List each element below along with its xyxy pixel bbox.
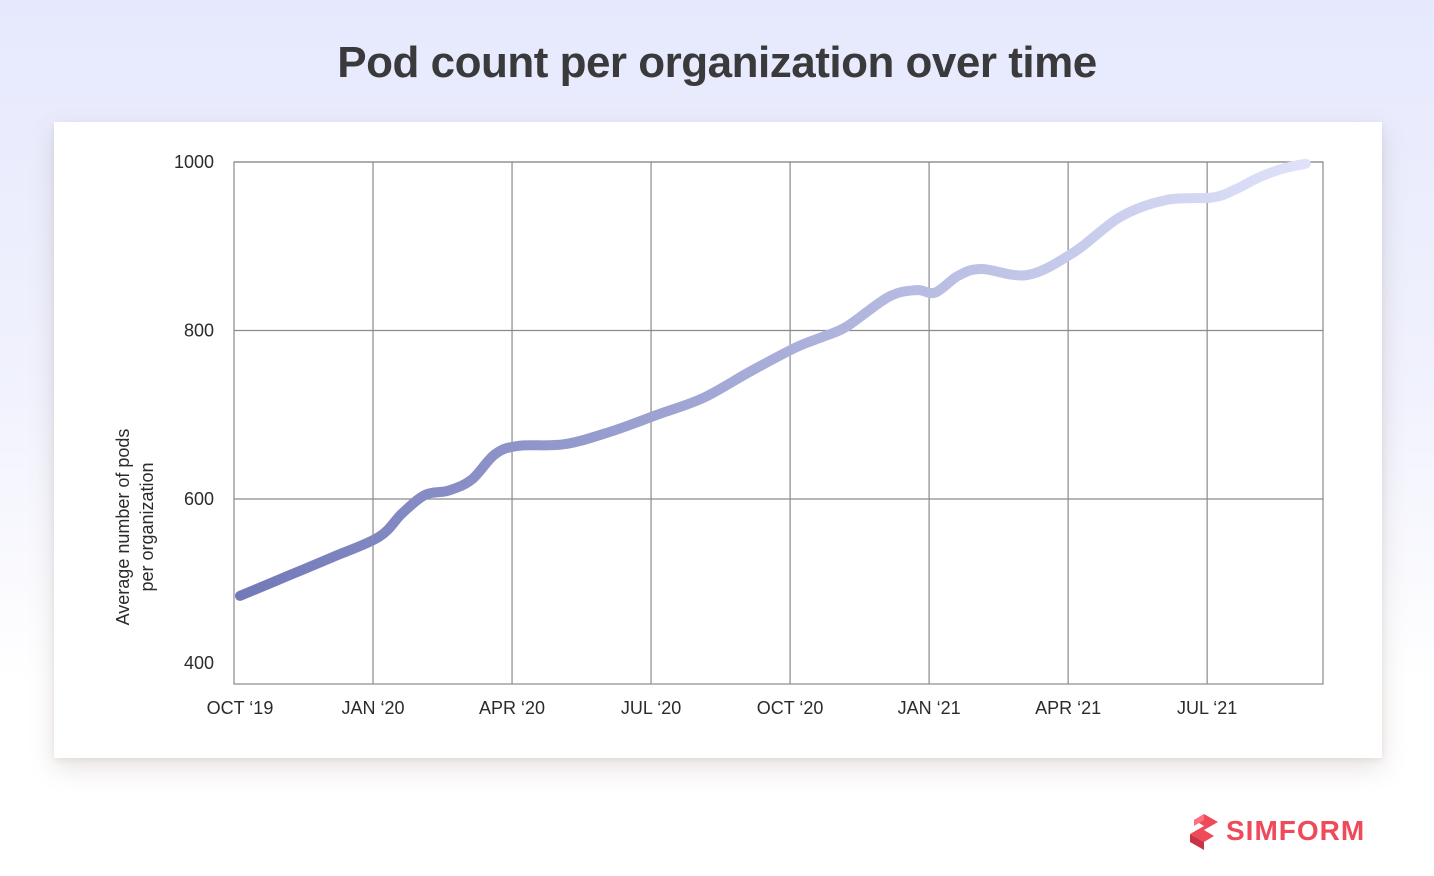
x-tick-label: OCT ‘19 (207, 698, 274, 718)
y-tick-label: 1000 (174, 152, 214, 172)
y-tick-label: 400 (184, 653, 214, 673)
x-tick-label: JUL ‘20 (621, 698, 681, 718)
y-axis-label-line-2: per organization (137, 462, 157, 591)
grid (233, 161, 1324, 685)
plot-frame (233, 161, 1324, 685)
simform-logo: SIMFORM (1184, 812, 1394, 852)
y-tick-label: 800 (184, 321, 214, 341)
y-axis-label-line-1: Average number of pods (113, 429, 133, 626)
axis-ticks: 1000 800 600 400 OCT ‘19 JAN ‘20 APR ‘20 JUL ‘2… (174, 152, 1237, 718)
x-tick-label: JAN ‘20 (342, 698, 405, 718)
x-tick-label: APR ‘20 (479, 698, 545, 718)
simform-logo-icon (1190, 814, 1218, 850)
x-tick-label: APR ‘21 (1035, 698, 1101, 718)
chart-title: Pod count per organization over time (337, 38, 1097, 87)
brand-name: SIMFORM (1226, 815, 1366, 846)
y-tick-label: 600 (184, 489, 214, 509)
x-tick-label: OCT ‘20 (757, 698, 824, 718)
chart-card: 1000 800 600 400 OCT ‘19 JAN ‘20 APR ‘20 JUL ‘2… (54, 122, 1382, 758)
x-tick-label: JUL ‘21 (1177, 698, 1237, 718)
x-tick-label: JAN ‘21 (898, 698, 961, 718)
line-chart: 1000 800 600 400 OCT ‘19 JAN ‘20 APR ‘20 JUL ‘2… (113, 152, 1324, 718)
series-line (235, 158, 1311, 601)
